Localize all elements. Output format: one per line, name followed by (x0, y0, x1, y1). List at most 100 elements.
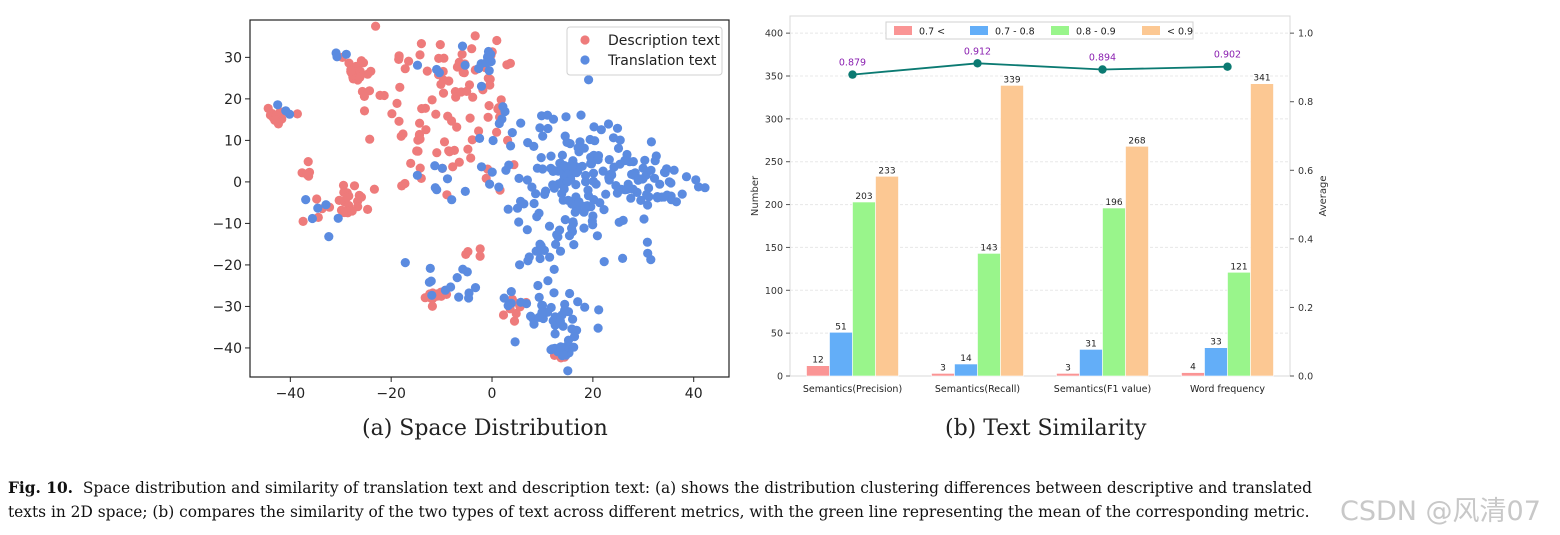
scatter-point (549, 183, 559, 193)
left-y-tick-label: 100 (765, 286, 783, 297)
scatter-point (303, 157, 313, 167)
scatter-point (642, 237, 653, 247)
scatter-point (467, 135, 477, 145)
scatter-point (544, 221, 555, 231)
bar (1102, 207, 1126, 377)
scatter-point (417, 104, 427, 114)
scatter-point (416, 39, 426, 49)
scatter-point (604, 155, 614, 165)
scatter-point (476, 162, 487, 172)
scatter-point (586, 152, 596, 162)
scatter-point (593, 151, 604, 161)
scatter-point (526, 311, 536, 321)
scatter-point (573, 297, 583, 307)
scatter-point (355, 72, 365, 82)
scatter-point (669, 165, 679, 175)
bar-value-label: 51 (835, 322, 846, 332)
bar-group: 4 33 121 341 (1181, 74, 1274, 377)
scatter-point (392, 98, 402, 108)
scatter-point (640, 155, 650, 165)
y-tick-label: 20 (224, 92, 242, 108)
scatter-points (263, 21, 710, 376)
bar (1056, 373, 1080, 377)
legend-swatch (1142, 26, 1160, 35)
y-tick-label: 0 (233, 175, 242, 191)
scatter-point (538, 131, 548, 141)
scatter-point (434, 53, 444, 64)
scatter-point (400, 178, 410, 189)
scatter-point (369, 184, 379, 194)
bar (806, 365, 830, 377)
scatter-point (535, 253, 545, 264)
scatter-point (545, 252, 555, 262)
scatter-point (559, 161, 570, 171)
scatter-point (581, 177, 591, 187)
scatter-point (541, 186, 551, 196)
scatter-point (467, 44, 477, 54)
figure-label: Fig. 10. (8, 479, 74, 497)
figure-caption: Fig. 10. Space distribution and similari… (8, 476, 1328, 524)
bar (1204, 347, 1228, 377)
scatter-point (438, 88, 449, 98)
scatter-point (485, 80, 495, 90)
average-value-label: 0.902 (1214, 50, 1241, 61)
scatter-point (556, 342, 566, 352)
scatter-point (483, 46, 494, 57)
scatter-point (589, 195, 599, 205)
scatter-point (579, 143, 589, 153)
scatter-point (476, 81, 487, 91)
x-category-label: Word frequency (1190, 384, 1265, 395)
scatter-point (503, 204, 513, 214)
y-tick-label: −10 (212, 216, 242, 232)
scatter-point (427, 95, 437, 105)
scatter-point (693, 182, 704, 192)
watermark: CSDN @风清07 (1340, 496, 1541, 527)
scatter-point (580, 302, 590, 312)
scatter-point (464, 288, 474, 298)
scatter-series-translation (273, 41, 710, 376)
scatter-point (394, 116, 404, 126)
scatter-point (400, 64, 410, 74)
scatter-point (412, 170, 422, 180)
scatter-point (506, 287, 516, 297)
legend-label: 0.7 < (919, 27, 945, 38)
scatter-point (536, 153, 546, 163)
scatter-point (432, 64, 442, 75)
y-tick-label: −30 (212, 299, 242, 315)
scatter-point (298, 216, 308, 226)
scatter-point (596, 125, 606, 135)
right-y-tick-label: 0.2 (1298, 303, 1313, 314)
scatter-point (470, 283, 481, 293)
scatter-point (494, 118, 504, 129)
scatter-point (636, 195, 646, 205)
scatter-point (415, 163, 425, 173)
scatter-point (560, 305, 570, 315)
scatter-point (529, 198, 539, 209)
scatter-point (555, 316, 566, 326)
bar-chart: 0 50 100 150 200 250 300 350 400 0.0 0.2 0.4 0.6 0.8 1… (750, 15, 1329, 395)
scatter-legend: Description text Translation text (566, 26, 723, 76)
x-tick-label: −20 (376, 386, 406, 402)
scatter-point (567, 161, 577, 171)
scatter-point (535, 123, 545, 133)
scatter-point (538, 164, 548, 174)
scatter-point (463, 144, 473, 154)
scatter-point (499, 293, 509, 303)
legend-label: Description text (608, 33, 720, 49)
scatter-point (466, 153, 476, 163)
scatter-point (301, 195, 311, 205)
scatter-point (483, 112, 493, 122)
scatter-point (436, 79, 446, 89)
scatter-point (589, 122, 599, 132)
scatter-point (612, 123, 623, 133)
scatter-point (465, 113, 475, 123)
scatter-point (599, 205, 609, 215)
right-y-tick-label: 0.6 (1298, 166, 1313, 177)
scatter-point (346, 66, 356, 76)
scatter-point (442, 174, 453, 184)
bar-value-label: 341 (1253, 74, 1270, 84)
average-point (1098, 65, 1107, 74)
scatter-point (604, 173, 614, 183)
bar-group: 3 14 143 339 (931, 75, 1024, 377)
